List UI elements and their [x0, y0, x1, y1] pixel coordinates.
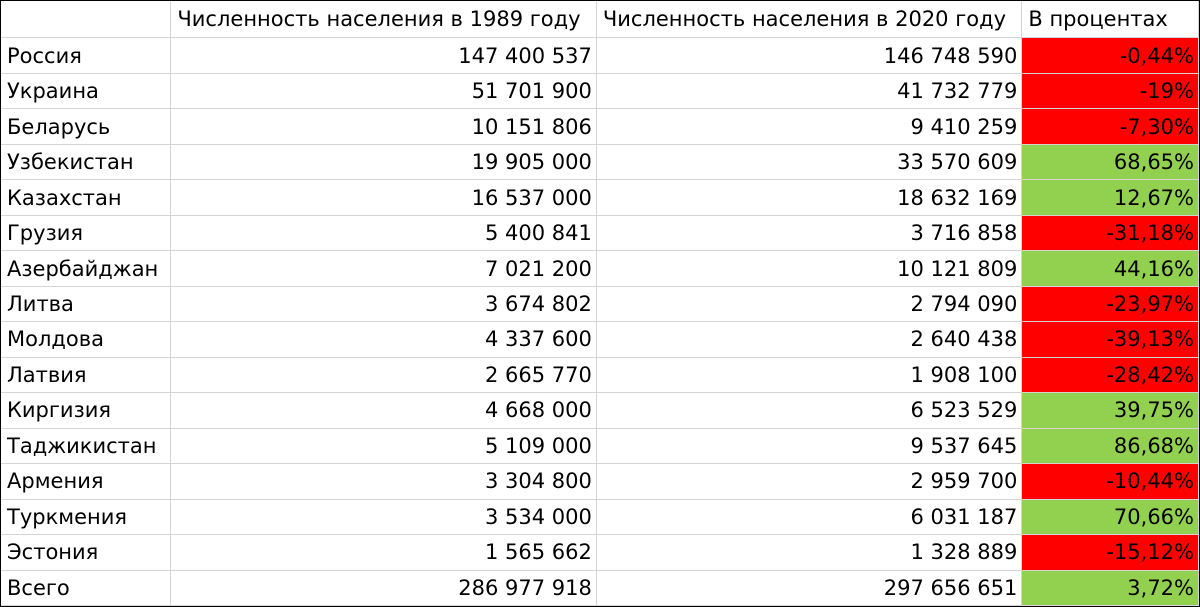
header-row: Численность населения в 1989 году Числен… — [0, 0, 1199, 39]
cell-pop-2020[interactable]: 297 656 651 — [595, 569, 1023, 607]
cell-country[interactable]: Азербайджан — [0, 250, 172, 287]
cell-pop-2020[interactable]: 6 031 187 — [595, 498, 1023, 536]
cell-pop-1989[interactable]: 1 565 662 — [170, 534, 597, 571]
cell-country[interactable]: Эстония — [0, 534, 172, 571]
cell-pop-1989[interactable]: 16 537 000 — [170, 179, 597, 216]
table-row: Молдова 4 337 600 2 640 438 -39,13% — [0, 321, 1199, 358]
cell-percent[interactable]: 44,16% — [1021, 250, 1199, 287]
cell-percent[interactable]: -0,44% — [1021, 37, 1199, 74]
cell-country[interactable]: Казахстан — [0, 179, 172, 216]
cell-country[interactable]: Таджикистан — [0, 427, 172, 465]
table-row: Всего 286 977 918 297 656 651 3,72% — [0, 569, 1199, 607]
cell-country[interactable]: Беларусь — [0, 108, 172, 145]
cell-pop-1989[interactable]: 5 109 000 — [170, 427, 597, 465]
header-cell-pop-2020[interactable]: Численность населения в 2020 году — [595, 0, 1023, 39]
table-row: Туркмения 3 534 000 6 031 187 70,66% — [0, 498, 1199, 536]
table-row: Эстония 1 565 662 1 328 889 -15,12% — [0, 534, 1199, 571]
cell-percent[interactable]: -23,97% — [1021, 285, 1199, 323]
table-row: Армения 3 304 800 2 959 700 -10,44% — [0, 463, 1199, 500]
cell-percent[interactable]: 68,65% — [1021, 143, 1199, 181]
cell-pop-2020[interactable]: 1 908 100 — [595, 356, 1023, 394]
cell-percent[interactable]: -10,44% — [1021, 463, 1199, 500]
cell-percent[interactable]: -19% — [1021, 72, 1199, 110]
cell-pop-2020[interactable]: 2 640 438 — [595, 321, 1023, 358]
cell-pop-1989[interactable]: 3 534 000 — [170, 498, 597, 536]
cell-pop-1989[interactable]: 51 701 900 — [170, 72, 597, 110]
cell-country[interactable]: Латвия — [0, 356, 172, 394]
cell-pop-2020[interactable]: 9 537 645 — [595, 427, 1023, 465]
cell-pop-2020[interactable]: 9 410 259 — [595, 108, 1023, 145]
cell-percent[interactable]: -39,13% — [1021, 321, 1199, 358]
cell-pop-2020[interactable]: 10 121 809 — [595, 250, 1023, 287]
cell-pop-1989[interactable]: 7 021 200 — [170, 250, 597, 287]
cell-pop-1989[interactable]: 4 668 000 — [170, 392, 597, 429]
cell-country[interactable]: Туркмения — [0, 498, 172, 536]
table-row: Латвия 2 665 770 1 908 100 -28,42% — [0, 356, 1199, 394]
cell-percent[interactable]: -28,42% — [1021, 356, 1199, 394]
table-row: Казахстан 16 537 000 18 632 169 12,67% — [0, 179, 1199, 216]
cell-percent[interactable]: 39,75% — [1021, 392, 1199, 429]
header-cell-pop-1989[interactable]: Численность населения в 1989 году — [170, 0, 597, 39]
cell-country[interactable]: Киргизия — [0, 392, 172, 429]
cell-pop-2020[interactable]: 33 570 609 — [595, 143, 1023, 181]
cell-pop-1989[interactable]: 5 400 841 — [170, 214, 597, 252]
cell-pop-1989[interactable]: 2 665 770 — [170, 356, 597, 394]
table-row: Литва 3 674 802 2 794 090 -23,97% — [0, 285, 1199, 323]
cell-percent[interactable]: 86,68% — [1021, 427, 1199, 465]
cell-percent[interactable]: 12,67% — [1021, 179, 1199, 216]
table-row: Украина 51 701 900 41 732 779 -19% — [0, 72, 1199, 110]
table-row: Грузия 5 400 841 3 716 858 -31,18% — [0, 214, 1199, 252]
cell-country[interactable]: Грузия — [0, 214, 172, 252]
cell-country[interactable]: Всего — [0, 569, 172, 607]
cell-pop-2020[interactable]: 41 732 779 — [595, 72, 1023, 110]
cell-pop-1989[interactable]: 4 337 600 — [170, 321, 597, 358]
header-cell-percent[interactable]: В процентах — [1021, 0, 1199, 39]
cell-pop-1989[interactable]: 147 400 537 — [170, 37, 597, 74]
cell-pop-1989[interactable]: 3 304 800 — [170, 463, 597, 500]
table-row: Таджикистан 5 109 000 9 537 645 86,68% — [0, 427, 1199, 465]
cell-pop-2020[interactable]: 146 748 590 — [595, 37, 1023, 74]
cell-country[interactable]: Литва — [0, 285, 172, 323]
cell-pop-2020[interactable]: 6 523 529 — [595, 392, 1023, 429]
cell-pop-2020[interactable]: 3 716 858 — [595, 214, 1023, 252]
cell-percent[interactable]: -31,18% — [1021, 214, 1199, 252]
table-row: Азербайджан 7 021 200 10 121 809 44,16% — [0, 250, 1199, 287]
cell-pop-2020[interactable]: 1 328 889 — [595, 534, 1023, 571]
cell-percent[interactable]: -7,30% — [1021, 108, 1199, 145]
cell-pop-2020[interactable]: 2 794 090 — [595, 285, 1023, 323]
cell-country[interactable]: Россия — [0, 37, 172, 74]
header-cell-country[interactable] — [0, 0, 172, 39]
cell-pop-1989[interactable]: 19 905 000 — [170, 143, 597, 181]
cell-pop-1989[interactable]: 10 151 806 — [170, 108, 597, 145]
cell-country[interactable]: Армения — [0, 463, 172, 500]
cell-percent[interactable]: 3,72% — [1021, 569, 1199, 607]
cell-percent[interactable]: -15,12% — [1021, 534, 1199, 571]
cell-country[interactable]: Молдова — [0, 321, 172, 358]
cell-pop-1989[interactable]: 3 674 802 — [170, 285, 597, 323]
cell-country[interactable]: Украина — [0, 72, 172, 110]
cell-pop-2020[interactable]: 2 959 700 — [595, 463, 1023, 500]
table-row: Беларусь 10 151 806 9 410 259 -7,30% — [0, 108, 1199, 145]
table-row: Узбекистан 19 905 000 33 570 609 68,65% — [0, 143, 1199, 181]
cell-country[interactable]: Узбекистан — [0, 143, 172, 181]
cell-pop-2020[interactable]: 18 632 169 — [595, 179, 1023, 216]
cell-pop-1989[interactable]: 286 977 918 — [170, 569, 597, 607]
table-row: Киргизия 4 668 000 6 523 529 39,75% — [0, 392, 1199, 429]
cell-percent[interactable]: 70,66% — [1021, 498, 1199, 536]
table-row: Россия 147 400 537 146 748 590 -0,44% — [0, 37, 1199, 74]
